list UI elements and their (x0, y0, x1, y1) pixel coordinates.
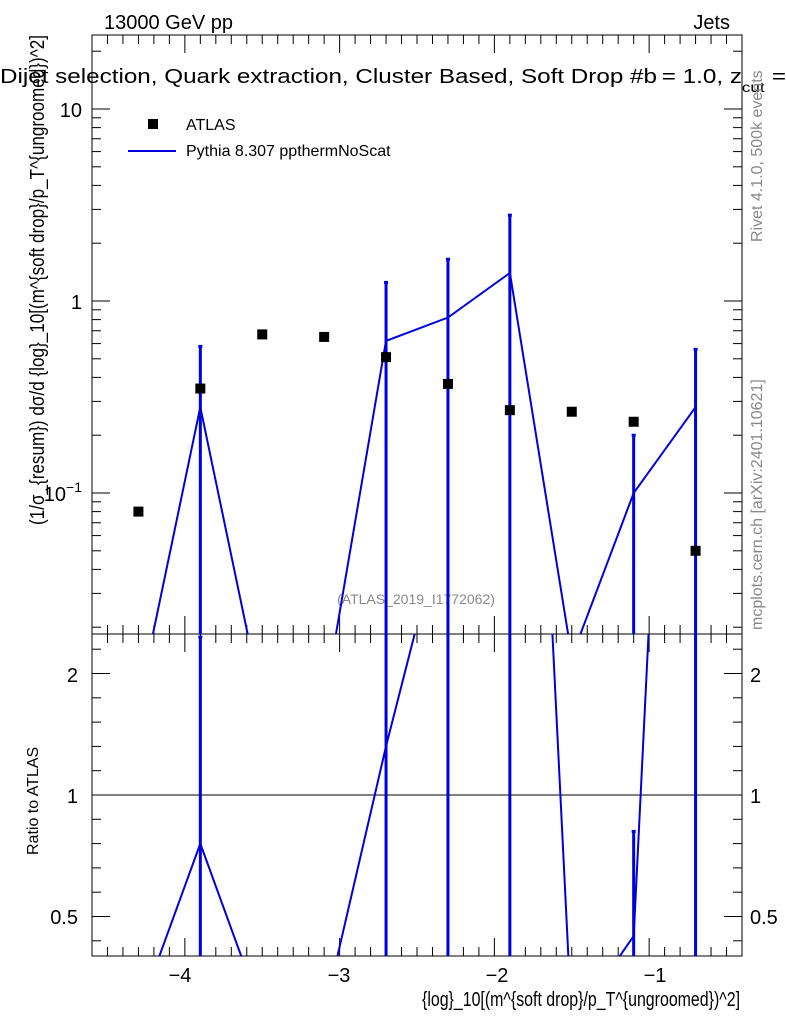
y-tick-label-10: 10 (60, 100, 82, 122)
x-tick-label-m1: −1 (644, 965, 667, 987)
legend-data-marker (148, 119, 158, 129)
data-point (628, 416, 639, 427)
y-axis-title: (1/σ_{resum}) dσ/d {log}_10[(m^{soft dro… (27, 35, 49, 525)
ratio-tick-label-0.5: 0.5 (50, 907, 78, 929)
ratio-tick-label-1-right: 1 (750, 786, 761, 808)
data-point (195, 383, 206, 394)
plot-title: Dijet selection, Quark extraction, Clust… (0, 66, 786, 95)
data-point (566, 406, 577, 417)
main-y-ticks (92, 50, 742, 628)
mc-series-line (151, 271, 697, 634)
data-point (381, 352, 392, 363)
ratio-y-ticks (92, 648, 742, 942)
ratio-tick-label-1: 1 (67, 786, 78, 808)
ratio-tick-label-2-right: 2 (750, 665, 761, 687)
analysis-watermark: (ATLAS_2019_I1772062) (337, 591, 495, 607)
ratio-tick-label-0.5-right: 0.5 (750, 907, 778, 929)
data-point (319, 331, 330, 342)
x-axis-title: {log}_10[(m^{soft drop}/p_T^{ungroomed})… (422, 989, 740, 1011)
ratio-y-axis-title: Ratio to ATLAS (25, 747, 42, 855)
y-tick-label-1: 1 (71, 292, 82, 314)
legend-data-label: ATLAS (186, 117, 236, 134)
x-tick-label-m4: −4 (169, 965, 192, 987)
data-point (257, 329, 268, 340)
data-point (690, 545, 701, 556)
legend-mc-label: Pythia 8.307 ppthermNoScat (186, 143, 391, 160)
x-ticks (106, 35, 728, 956)
data-point (133, 506, 144, 517)
x-tick-label-m3: −3 (328, 965, 351, 987)
energy-label: 13000 GeV pp (104, 12, 233, 34)
mcplots-label: mcplots.cern.ch [arXiv:2401.10621] (749, 379, 766, 630)
data-point (504, 405, 515, 416)
x-tick-label-m2: −2 (486, 965, 509, 987)
data-point (442, 378, 453, 389)
process-label: Jets (693, 12, 730, 34)
y-tick-label-0.1: 10−1 (44, 479, 82, 506)
ratio-tick-label-2: 2 (67, 665, 78, 687)
ratio-mc-line (158, 634, 650, 956)
rivet-label: Rivet 4.1.0, 500k events (749, 70, 766, 242)
